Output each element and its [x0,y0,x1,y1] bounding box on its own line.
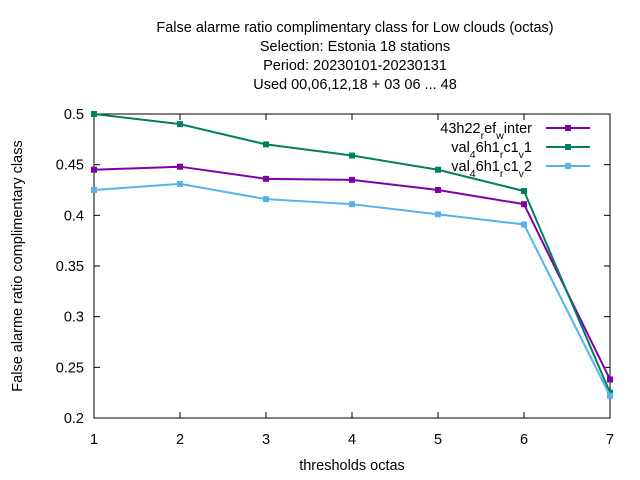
data-point [177,121,183,128]
data-point [91,187,97,193]
data-point [263,141,269,148]
legend-entry-2: val46h1rc1v1 [451,140,590,161]
data-point [349,201,355,208]
data-point [263,175,269,182]
y-tick-label: 0.4 [64,208,84,224]
data-point [91,166,97,173]
data-point [521,188,527,195]
data-point [607,389,613,396]
legend-entry-1: 43h22refwinter [440,121,590,142]
title-line: Period: 20230101-20230131 [263,58,447,74]
series-lines [91,111,613,399]
title-line: Used 00,06,12,18 + 03 06 ... 48 [253,77,457,93]
plot-frame [93,113,611,419]
y-tick-label: 0.35 [56,259,84,275]
data-point [91,111,97,117]
data-point [521,221,527,228]
series-line [93,165,611,380]
x-tick-label: 5 [434,432,442,448]
series-1 [91,163,613,383]
y-axis-label: False alarme ratio complimentary class [10,140,26,391]
series-2 [91,111,613,396]
data-point [607,376,613,383]
y-tick-label: 0.2 [64,411,84,427]
data-point [177,180,183,187]
data-point [435,166,441,173]
legend-label: 43h22refwinter [440,121,532,142]
x-tick-label: 4 [348,432,356,448]
data-point [177,163,183,170]
chart-title: False alarme ratio complimentary class f… [156,20,553,93]
x-tick-label: 3 [262,432,270,448]
y-tick-label: 0.25 [56,360,84,376]
title-line: Selection: Estonia 18 stations [260,39,450,55]
data-point [521,201,527,208]
x-tick-label: 6 [520,432,528,448]
legend-swatch-marker [565,163,571,169]
y-tick-label: 0.45 [56,158,84,174]
data-point [435,211,441,218]
x-axis-label: thresholds octas [299,458,405,474]
x-tick-label: 1 [90,432,98,448]
series-line [93,182,611,397]
series-3 [91,180,613,399]
legend-swatch-marker [565,144,571,150]
y-tick-label: 0.3 [64,310,84,326]
legend-entry-3: val46h1rc1v2 [451,159,590,180]
x-tick-label: 7 [606,432,614,448]
title-line: False alarme ratio complimentary class f… [156,20,553,36]
x-tick-label: 2 [176,432,184,448]
legend-label: val46h1rc1v1 [451,140,532,161]
data-point [349,176,355,183]
data-point [435,187,441,193]
plot-axes [93,113,611,419]
legend-label: val46h1rc1v2 [451,159,532,180]
data-point [263,196,269,203]
y-tick-label: 0.5 [64,107,84,123]
data-point [349,152,355,159]
legend-swatch-marker [565,125,571,131]
data-point [607,392,613,399]
